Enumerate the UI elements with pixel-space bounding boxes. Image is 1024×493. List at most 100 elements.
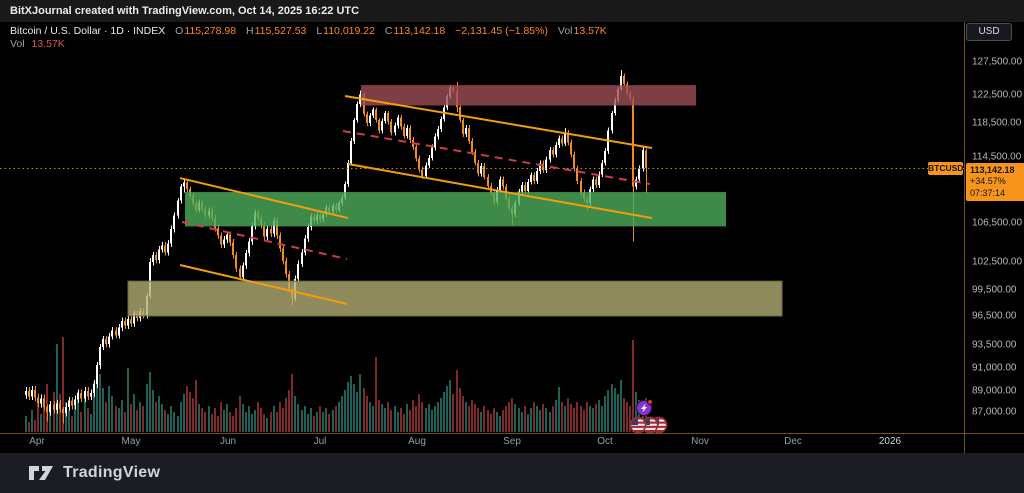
- volume-bar: [118, 408, 120, 432]
- tradingview-brand-text[interactable]: TradingView: [63, 464, 161, 481]
- volume-bar: [328, 414, 330, 432]
- volume-bar: [242, 404, 244, 432]
- lightning-event-icon[interactable]: [636, 399, 653, 416]
- candle: [397, 114, 399, 129]
- open-value: 115,278.98: [184, 25, 237, 37]
- volume-bar: [384, 408, 386, 432]
- volume-bar: [102, 388, 104, 432]
- volume-bar: [294, 396, 296, 432]
- candle: [77, 389, 79, 404]
- demand-zone[interactable]: [185, 192, 726, 227]
- candle: [418, 155, 420, 173]
- volume-bar: [437, 402, 439, 432]
- volume-bar: [310, 408, 312, 432]
- volume-bar: [400, 408, 402, 432]
- current-price-axis-label[interactable]: 113,142.18 +34.57% 07:37:14: [966, 162, 1024, 201]
- volume-bar: [524, 406, 526, 432]
- candle: [84, 386, 86, 403]
- candle: [115, 327, 117, 339]
- volume-bar: [418, 394, 420, 432]
- price-scale[interactable]: 127,500.00 122,500.00 118,500.00 114,500.00…: [964, 22, 1024, 453]
- candle: [167, 240, 169, 256]
- supply-zone[interactable]: [361, 85, 696, 106]
- symbol-title[interactable]: Bitcoin / U.S. Dollar: [10, 25, 102, 37]
- volume-bar: [192, 398, 194, 432]
- volume-bar: [96, 370, 98, 432]
- candle: [440, 116, 442, 132]
- volume-bar: [635, 392, 637, 432]
- base-zone[interactable]: [127, 280, 783, 317]
- candle: [279, 232, 281, 252]
- volume-bar: [642, 404, 644, 432]
- candle: [592, 176, 594, 193]
- candle: [127, 315, 129, 330]
- price-tick-label: 102,500.00: [972, 256, 1023, 268]
- us-flag-event-icon[interactable]: [629, 416, 647, 434]
- event-icons[interactable]: [629, 399, 668, 434]
- volume-bar: [31, 410, 33, 432]
- main-dashed-trendline[interactable]: [342, 130, 651, 185]
- candle: [111, 327, 113, 340]
- volume-bar: [127, 368, 129, 432]
- candle: [90, 389, 92, 400]
- volume-bar: [173, 412, 175, 432]
- price-tick-label: 127,500.00: [972, 56, 1023, 68]
- volume-bar: [170, 406, 172, 432]
- volume-bar: [576, 402, 578, 432]
- candle: [465, 125, 467, 138]
- change-value: −2,131.45 (−1.85%): [455, 25, 548, 37]
- candle: [220, 232, 222, 248]
- volume-bar: [285, 398, 287, 432]
- volume-bar: [580, 406, 582, 432]
- volume-bar: [611, 384, 613, 432]
- attribution-bar: BitXJournal created with TradingView.com…: [0, 0, 1024, 22]
- candle: [152, 251, 154, 266]
- us-flag-event-icon[interactable]: [641, 416, 659, 434]
- main-channel-upper-line[interactable]: [344, 94, 653, 149]
- volume-bar: [62, 337, 64, 432]
- main-channel-lower-line[interactable]: [347, 163, 653, 220]
- tradingview-logo-icon[interactable]: [28, 464, 54, 482]
- candle: [304, 235, 306, 256]
- volume-indicator-label[interactable]: Vol: [10, 38, 25, 50]
- candle: [502, 176, 504, 190]
- time-tick-label: 2026: [878, 436, 902, 447]
- left-channel-upper-line[interactable]: [179, 177, 349, 220]
- chart-canvas[interactable]: [0, 0, 1024, 453]
- volume-bar: [474, 404, 476, 432]
- candle: [155, 251, 157, 264]
- time-tick-label: Jun: [219, 436, 237, 447]
- candle: [409, 125, 411, 143]
- volume-bar: [381, 404, 383, 432]
- volume-bar: [316, 412, 318, 432]
- volume-bar: [539, 410, 541, 432]
- time-tick-label: Apr: [29, 436, 45, 447]
- volume-bar: [40, 414, 42, 432]
- candle: [598, 171, 600, 188]
- candle: [186, 179, 188, 193]
- volume-bar: [555, 400, 557, 432]
- time-scale[interactable]: Apr May Jun Jul Aug Sep Oct Nov Dec 2026: [0, 433, 964, 453]
- volume-bar: [226, 404, 228, 432]
- left-dashed-trendline[interactable]: [181, 221, 348, 260]
- candle: [43, 394, 45, 411]
- volume-bar: [350, 376, 352, 432]
- volume-bar: [443, 392, 445, 432]
- volume-bar: [276, 412, 278, 432]
- volume-bar: [428, 404, 430, 432]
- candle: [434, 133, 436, 151]
- volume-bar: [366, 396, 368, 432]
- volume-bar: [493, 408, 495, 432]
- left-channel-lower-line[interactable]: [179, 264, 348, 305]
- currency-toggle-button[interactable]: USD: [966, 23, 1012, 41]
- volume-bar: [452, 394, 454, 432]
- axis-label-price: 113,142.18: [970, 164, 1015, 175]
- candle: [28, 386, 30, 400]
- candle: [173, 212, 175, 233]
- candle: [87, 386, 89, 400]
- candle: [65, 403, 67, 417]
- candle: [350, 137, 352, 166]
- candle: [25, 386, 27, 399]
- candle: [130, 315, 132, 328]
- candle: [381, 118, 383, 134]
